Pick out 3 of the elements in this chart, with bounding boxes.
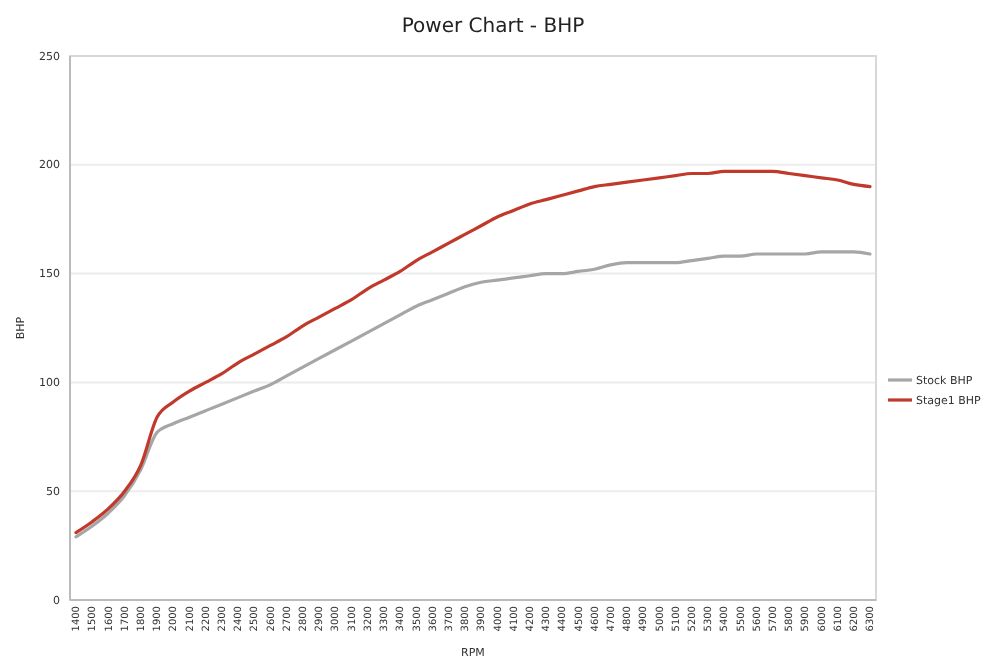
line-series bbox=[74, 250, 872, 539]
line-series bbox=[74, 169, 872, 535]
chart-title: Power Chart - BHP bbox=[401, 16, 585, 38]
